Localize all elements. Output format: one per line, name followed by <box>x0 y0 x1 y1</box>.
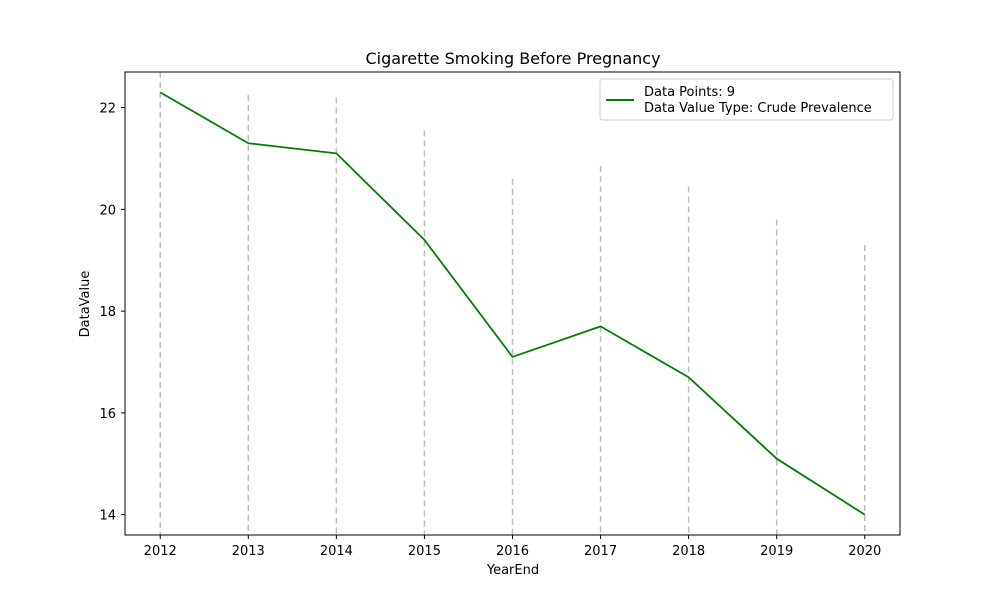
y-tick-label-14: 14 <box>99 509 116 524</box>
legend-entry-data-value-type: Data Value Type: Crude Prevalence <box>644 101 872 116</box>
error-bars <box>159 72 866 535</box>
x-tick-label-2015: 2015 <box>408 544 441 559</box>
y-tick-label-22: 22 <box>99 102 116 117</box>
x-tick-label-2018: 2018 <box>672 544 705 559</box>
y-tick-label-18: 18 <box>99 305 116 320</box>
x-tick-label-2017: 2017 <box>584 544 617 559</box>
x-tick-label-2020: 2020 <box>848 544 881 559</box>
x-tick-label-2012: 2012 <box>144 544 177 559</box>
series-group <box>159 91 866 516</box>
x-axis-ticks: 2012 2013 2014 2015 2016 2017 2018 2019 2020 <box>144 535 881 559</box>
x-tick-label-2014: 2014 <box>320 544 353 559</box>
chart-title: Cigarette Smoking Before Pregnancy <box>365 49 660 68</box>
y-tick-label-20: 20 <box>99 203 116 218</box>
legend-entry-data-points: Data Points: 9 <box>644 85 735 100</box>
legend-box <box>599 78 894 121</box>
y-axis-ticks: 14 16 18 20 22 <box>99 102 125 524</box>
y-axis-label: DataValue <box>78 271 93 338</box>
x-tick-label-2019: 2019 <box>760 544 793 559</box>
y-tick-label-16: 16 <box>99 407 116 422</box>
x-tick-label-2013: 2013 <box>232 544 265 559</box>
x-axis-label: YearEnd <box>486 563 539 578</box>
x-tick-label-2016: 2016 <box>496 544 529 559</box>
legend: Data Points: 9 Data Value Type: Crude Pr… <box>599 78 894 121</box>
